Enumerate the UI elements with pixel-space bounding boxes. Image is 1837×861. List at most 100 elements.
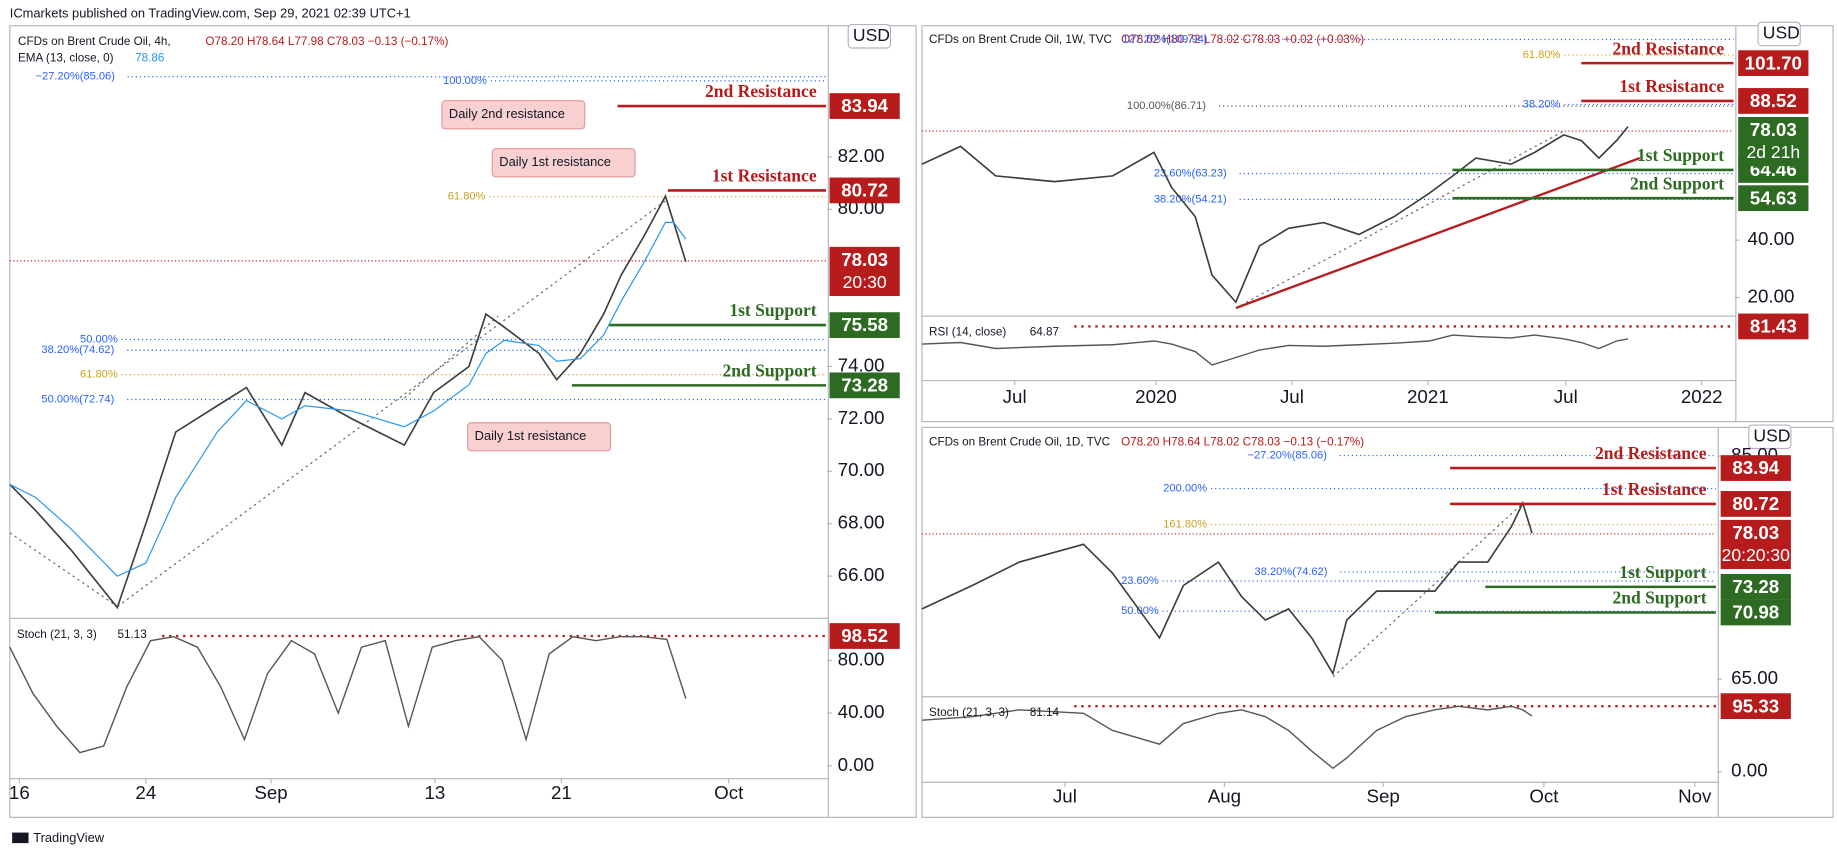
- last-price-box: [829, 246, 900, 297]
- level-label: 1st Resistance: [712, 166, 817, 186]
- level-label: 1st Support: [729, 300, 816, 320]
- x-tick-label: 24: [135, 782, 156, 803]
- price-box-label: 80.72: [841, 180, 888, 201]
- currency: USD: [1763, 23, 1800, 43]
- osc-level-label: 81.43: [1750, 316, 1797, 337]
- last-price: 78.03: [841, 249, 888, 270]
- fib-trend: [1332, 503, 1524, 678]
- countdown: 20:30: [843, 272, 887, 292]
- price-box: [1720, 573, 1791, 600]
- annotation-box: [491, 148, 636, 178]
- price-box: [1738, 50, 1809, 77]
- level-label: 1st Support: [1637, 145, 1724, 165]
- osc-title: Stoch (21, 3, 3): [17, 628, 97, 641]
- last-price: 78.03: [1732, 522, 1779, 543]
- level-label: 2nd Resistance: [1613, 38, 1725, 58]
- fib-label: 23.60%: [1121, 575, 1159, 587]
- osc-tick-label: 80.00: [838, 648, 885, 669]
- annotation: Daily 1st resistance: [499, 154, 611, 169]
- channel-line: [9, 532, 118, 608]
- last-price: 78.03: [1750, 119, 1797, 140]
- osc-line: [921, 705, 1533, 770]
- osc-value: 51.13: [118, 628, 147, 641]
- x-tick-label: Jul: [1280, 386, 1304, 407]
- frame: [921, 25, 1834, 423]
- x-tick-label: 2020: [1135, 386, 1177, 407]
- ohlc: O78.02 H80.72 L78.02 C78.03 +0.02 (+0.03…: [1121, 33, 1364, 46]
- x-tick-label: Jul: [1554, 386, 1578, 407]
- fib-label: 50.00%(72.74): [41, 393, 114, 405]
- fib-label: 38.20%(54.21): [1154, 193, 1227, 205]
- x-tick-label: Sep: [1367, 785, 1400, 806]
- osc-value: 64.87: [1030, 326, 1059, 339]
- level-label: 2nd Support: [1630, 173, 1724, 193]
- currency: USD: [853, 25, 890, 45]
- y-tick-label: 68.00: [838, 512, 885, 533]
- x-tick-label: 21: [551, 782, 572, 803]
- price-box-label: 73.28: [1732, 576, 1779, 597]
- ohlc: O78.20 H78.64 L78.02 C78.03 −0.13 (−0.17…: [1121, 436, 1364, 449]
- osc-title: Stoch (21, 3, 3): [929, 706, 1009, 719]
- fib-label: 200.00%: [1163, 482, 1207, 494]
- y-tick-label: 66.00: [838, 564, 885, 585]
- price-box-label: 73.28: [841, 374, 888, 395]
- fib-trend: [1235, 130, 1564, 309]
- ohlc: O78.20 H78.64 L77.98 C78.03 −0.13 (−0.17…: [205, 35, 448, 48]
- annotation-box: [441, 100, 586, 130]
- osc-tick-label: 0.00: [1731, 760, 1767, 781]
- price-box-label: 75.58: [841, 314, 888, 335]
- countdown: 20:20:30: [1722, 545, 1791, 565]
- y-tick-label: 82.00: [838, 145, 885, 166]
- y-tick-label: 70.00: [838, 459, 885, 480]
- price-box-label: 101.70: [1745, 52, 1802, 73]
- chart-title: CFDs on Brent Crude Oil, 1W, TVC: [929, 33, 1112, 46]
- osc-line: [9, 635, 687, 754]
- fib-label: 38.20%(74.62): [41, 344, 114, 356]
- x-tick-label: 2021: [1407, 386, 1449, 407]
- x-tick-label: Sep: [254, 782, 287, 803]
- level-label: 2nd Support: [1612, 588, 1706, 608]
- publisher-header: ICmarkets published on TradingView.com, …: [10, 5, 411, 20]
- annotation-box: [467, 422, 612, 452]
- fib-label: 100.00%(86.71): [1127, 100, 1206, 112]
- osc-tick-label: 40.00: [838, 701, 885, 722]
- frames: [9, 25, 1834, 818]
- x-tick-label: Jul: [1003, 386, 1027, 407]
- y-tick-label: 65.00: [1731, 667, 1778, 688]
- fib-label: 127.20%(109.94): [1122, 33, 1208, 45]
- price-box-label: 83.94: [841, 95, 888, 116]
- price-line: [9, 194, 687, 610]
- y-tick-label: 72.00: [838, 407, 885, 428]
- fib-label: 23.60%(63.23): [1154, 167, 1227, 179]
- countdown: 2d 21h: [1746, 142, 1800, 162]
- footer: TradingView: [33, 830, 105, 845]
- currency-box: [847, 24, 891, 49]
- last-price-box: [1720, 519, 1791, 570]
- x-tick-label: Oct: [1529, 785, 1559, 806]
- annotation: Daily 1st resistance: [475, 428, 587, 443]
- price-line: [921, 126, 1629, 304]
- frame: [9, 25, 917, 818]
- y-tick-label: 20.00: [1748, 285, 1795, 306]
- fib-label: 100.00%: [443, 75, 487, 87]
- fib-label: 61.80%: [80, 369, 118, 381]
- fib-label: −27.20%(85.06): [1248, 449, 1328, 461]
- osc-level-box: [1720, 693, 1791, 720]
- chart-title: CFDs on Brent Crude Oil, 4h,: [18, 35, 171, 48]
- osc-level-box: [829, 623, 900, 649]
- osc-value: 81.14: [1030, 706, 1060, 719]
- osc-tick-label: 0.00: [838, 754, 874, 775]
- level-label: 1st Support: [1619, 562, 1706, 582]
- legend-value: 78.86: [135, 52, 164, 65]
- x-tick-label: Aug: [1208, 785, 1241, 806]
- level-label: 2nd Resistance: [705, 81, 817, 101]
- price-box-label: 80.72: [1732, 493, 1779, 514]
- price-box: [829, 372, 900, 399]
- price-line: [921, 500, 1533, 676]
- x-tick-label: Nov: [1678, 785, 1712, 806]
- fib-label: 50.00%: [80, 333, 118, 345]
- fib-label: 38.20%: [1523, 98, 1561, 110]
- frame: [921, 426, 1834, 818]
